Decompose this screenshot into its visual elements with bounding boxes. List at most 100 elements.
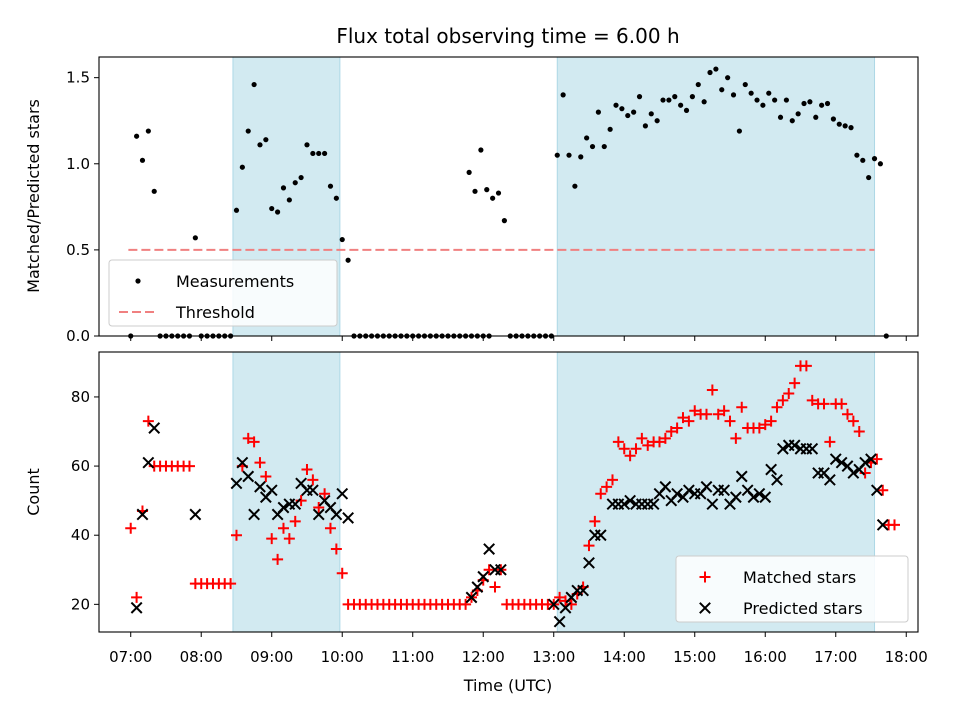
measurement-point [327, 183, 334, 189]
shaded-span [232, 351, 341, 633]
measurement-point [813, 114, 819, 120]
shaded-span [556, 56, 876, 337]
predicted-star-point [277, 501, 290, 514]
predicted-star-point [494, 563, 507, 576]
measurement-point [490, 195, 496, 201]
predicted-star-point [659, 480, 672, 493]
matched-star-point [683, 415, 695, 427]
measurement-point [280, 185, 287, 191]
measurement-point [836, 121, 842, 127]
legend-box [108, 259, 338, 327]
measurement-point [719, 87, 725, 93]
matched-star-point [783, 387, 795, 399]
measurement-point [322, 150, 328, 157]
measurement-point [830, 116, 836, 122]
matched-star-point [824, 436, 836, 448]
predicted-star-point [477, 570, 490, 583]
predicted-star-point [189, 508, 202, 521]
matched-star-point [125, 522, 137, 534]
matched-star-point [301, 464, 313, 476]
measurement-point [666, 97, 672, 103]
legend-marker-key [699, 602, 711, 614]
measurement-point [478, 147, 484, 153]
measurement-point [819, 102, 825, 108]
measurement-point [842, 123, 848, 129]
matched-star-point [131, 591, 143, 603]
top-panel-points [128, 66, 889, 339]
matched-star-point [777, 394, 789, 406]
predicted-star-point [753, 487, 766, 500]
matched-star-point [671, 422, 683, 434]
matched-star-point [818, 398, 830, 410]
measurement-point [233, 207, 240, 213]
matched-star-point [612, 436, 624, 448]
matched-star-point [230, 529, 242, 541]
measurement-point [795, 111, 801, 117]
matched-star-point [700, 408, 712, 420]
matched-star-point [636, 432, 648, 444]
measurement-point [636, 94, 643, 100]
matched-star-point [724, 415, 736, 427]
predicted-star-point [729, 491, 742, 504]
measurement-point [777, 114, 784, 120]
measurement-point [689, 94, 695, 100]
measurement-point [683, 107, 690, 113]
measurement-point [257, 142, 263, 148]
measurement-point [807, 99, 813, 105]
y-tick-label: 0.5 [66, 241, 90, 259]
predicted-star-point [330, 508, 343, 521]
predicted-star-point [700, 480, 713, 493]
measurement-point [339, 236, 345, 243]
matched-star-point [659, 432, 671, 444]
predicted-star-point [823, 473, 836, 486]
matched-star-point [324, 522, 336, 534]
matched-star-point [630, 443, 642, 455]
measurement-point [760, 102, 766, 108]
matched-star-point [289, 515, 301, 527]
predicted-star-point [553, 615, 566, 628]
measurement-point [333, 195, 339, 201]
matched-star-point [554, 591, 566, 603]
chart-title: Flux total observing time = 6.00 h [336, 24, 679, 48]
measurement-point [192, 235, 198, 241]
predicted-star-point [336, 487, 349, 500]
matched-star-point [877, 484, 889, 496]
measurement-point [304, 142, 310, 148]
predicted-star-point [471, 581, 484, 593]
matched-star-point [847, 415, 859, 427]
x-tick-label: 14:00 [603, 648, 646, 666]
x-tick-label: 18:00 [885, 648, 928, 666]
matched-star-point [871, 453, 883, 465]
predicted-star-point [547, 598, 560, 611]
x-tick-label: 15:00 [673, 648, 716, 666]
matched-star-point [653, 436, 665, 448]
matched-star-point [836, 398, 848, 410]
predicted-star-point [148, 422, 161, 434]
legend-marker-key [699, 571, 711, 583]
bottom-panel-points [125, 360, 900, 628]
matched-star-point [483, 564, 495, 576]
measurement-point [501, 218, 507, 224]
matched-star-point [595, 488, 607, 500]
measurement-point [554, 152, 560, 158]
matched-star-point [665, 426, 677, 438]
predicted-star-point [682, 484, 695, 497]
y-tick-label: 0.0 [66, 327, 90, 345]
measurement-point [298, 174, 304, 181]
predicted-star-point [136, 508, 149, 521]
measurement-point [766, 90, 772, 96]
measurement-point [707, 69, 713, 76]
measurement-point [736, 128, 742, 134]
predicted-star-point [835, 456, 848, 469]
legend-label: Matched stars [743, 568, 856, 587]
measurement-point [263, 137, 269, 143]
measurement-point [495, 190, 502, 196]
matched-star-point [712, 408, 724, 420]
legend-label: Measurements [176, 272, 294, 291]
matched-star-point [254, 457, 266, 469]
matched-star-point [583, 540, 595, 552]
measurement-point [654, 118, 660, 124]
matched-star-point [689, 405, 701, 417]
x-tick-label: 11:00 [391, 648, 434, 666]
top-panel-frame [98, 56, 919, 337]
